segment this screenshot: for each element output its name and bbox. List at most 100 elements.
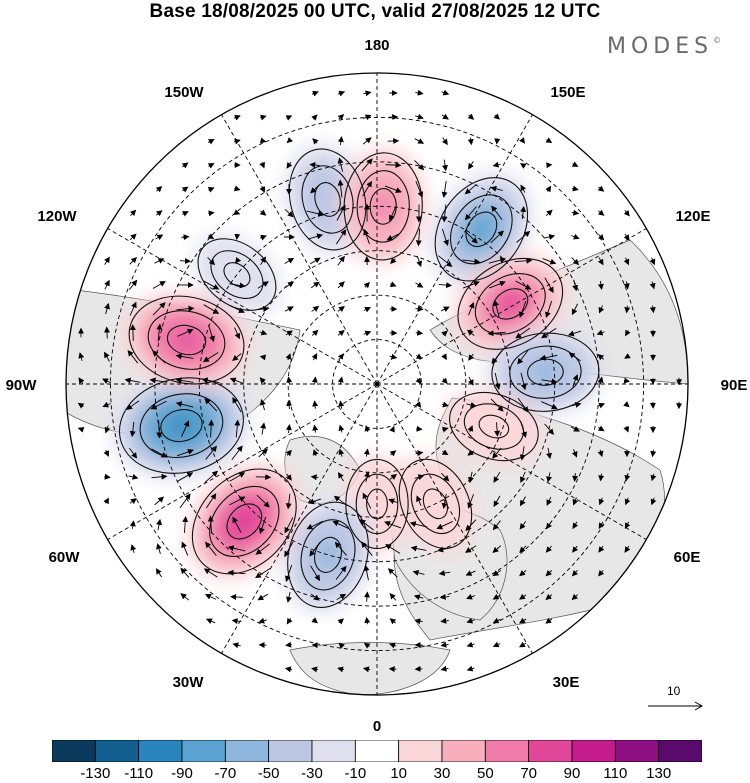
wind-vector	[545, 570, 553, 577]
wind-vector	[104, 256, 110, 265]
colorbar-tick-label: -110	[124, 765, 154, 782]
wind-vector	[464, 206, 477, 221]
contour-line	[226, 503, 263, 540]
wind-vector	[519, 496, 526, 507]
wind-vector	[519, 617, 527, 624]
wind-vector	[362, 137, 372, 145]
wind-vector	[286, 161, 293, 169]
wind-vector	[362, 666, 371, 673]
wind-vector	[515, 327, 531, 339]
wind-vector	[177, 472, 194, 482]
wind-vector	[338, 448, 345, 457]
colorbar-tick-label: -70	[214, 765, 237, 782]
wind-vector	[571, 569, 579, 577]
wind-vector	[571, 449, 578, 458]
wind-vector	[363, 330, 372, 337]
wind-vector	[361, 158, 373, 172]
lat-lon-grid	[66, 73, 688, 695]
wind-vector	[232, 642, 241, 649]
colorbar-tick-label: -10	[344, 765, 367, 782]
wind-vector	[597, 209, 605, 216]
wind-vector	[546, 472, 553, 483]
wind-vector	[311, 329, 319, 337]
wind-vector	[441, 137, 448, 146]
wind-vector	[518, 300, 527, 318]
wind-vector	[598, 473, 605, 482]
wind-vector	[333, 495, 348, 507]
wind-vector	[155, 568, 162, 578]
wind-vector	[285, 449, 292, 457]
wind-vector	[546, 447, 552, 460]
wind-vector	[310, 593, 320, 601]
wind-vector	[490, 398, 504, 412]
wind-vector	[542, 258, 557, 265]
colorbar-ticks: -130 -110 -90 -70 -50 -30 -10 10 30 50 70 90 110 130	[0, 765, 750, 783]
wind-vector	[520, 184, 527, 193]
wind-vector	[78, 377, 85, 385]
meridian-line	[99, 223, 378, 385]
wind-vector	[541, 401, 558, 410]
wind-vector	[597, 402, 606, 409]
wind-vector	[181, 420, 190, 437]
wind-vector	[152, 280, 166, 289]
wind-vector	[514, 257, 533, 264]
colorbar-tick-label: -90	[171, 765, 193, 782]
wind-vector	[415, 401, 422, 408]
wind-vector	[491, 205, 503, 220]
wind-vector	[519, 593, 527, 600]
wind-vector	[181, 234, 190, 241]
wind-vector	[258, 617, 267, 624]
modes-logo: MODES©	[607, 34, 721, 59]
wind-vector	[129, 279, 138, 290]
latitude-circle	[154, 161, 600, 607]
wind-vector	[235, 256, 242, 264]
wind-vector	[362, 492, 372, 509]
lon-label-0: 0	[373, 718, 381, 735]
wind-vector	[130, 544, 137, 554]
wind-vector	[571, 233, 580, 240]
wind-vector	[541, 327, 557, 339]
wind-vector	[466, 665, 475, 672]
wind-vector	[362, 180, 372, 197]
contour-line	[288, 148, 367, 251]
wind-vector	[359, 519, 375, 531]
wind-vector	[441, 180, 448, 198]
wind-vector	[494, 372, 501, 390]
wind-vector	[416, 255, 422, 268]
wind-vector	[623, 425, 630, 433]
wind-vector	[389, 618, 397, 625]
copyright-mark: ©	[713, 36, 722, 45]
wind-vector	[441, 204, 448, 223]
wind-vector	[415, 305, 424, 312]
wind-vector	[150, 400, 167, 410]
wind-vector	[203, 568, 218, 578]
wind-vector	[467, 425, 474, 433]
wind-vector	[438, 255, 453, 267]
wind-vector	[598, 305, 605, 314]
wind-vector	[491, 350, 503, 365]
contour-line	[450, 194, 513, 265]
wind-vector	[232, 516, 242, 533]
wind-vector	[208, 324, 215, 343]
contour-line	[160, 409, 203, 443]
lon-label-180: 180	[364, 37, 389, 54]
colorbar-tick-label: 130	[646, 765, 672, 782]
wind-vector	[416, 495, 422, 506]
wind-vector	[545, 617, 553, 624]
lon-label-90e: 90E	[721, 377, 748, 394]
contour-line	[474, 273, 546, 335]
wind-vector	[363, 228, 370, 245]
wind-vector	[597, 280, 604, 291]
wind-vector	[597, 233, 605, 241]
wind-vector	[363, 281, 370, 289]
wind-vector	[307, 233, 324, 240]
wind-vector	[232, 396, 242, 413]
wind-vector	[571, 257, 580, 266]
wind-vector	[233, 114, 241, 121]
wind-vector	[363, 90, 372, 97]
wind-vector	[467, 137, 474, 146]
africa-edge-land	[289, 642, 451, 695]
wind-vector	[545, 545, 552, 553]
colorbar-segment	[571, 739, 616, 763]
wind-vector	[260, 422, 267, 435]
